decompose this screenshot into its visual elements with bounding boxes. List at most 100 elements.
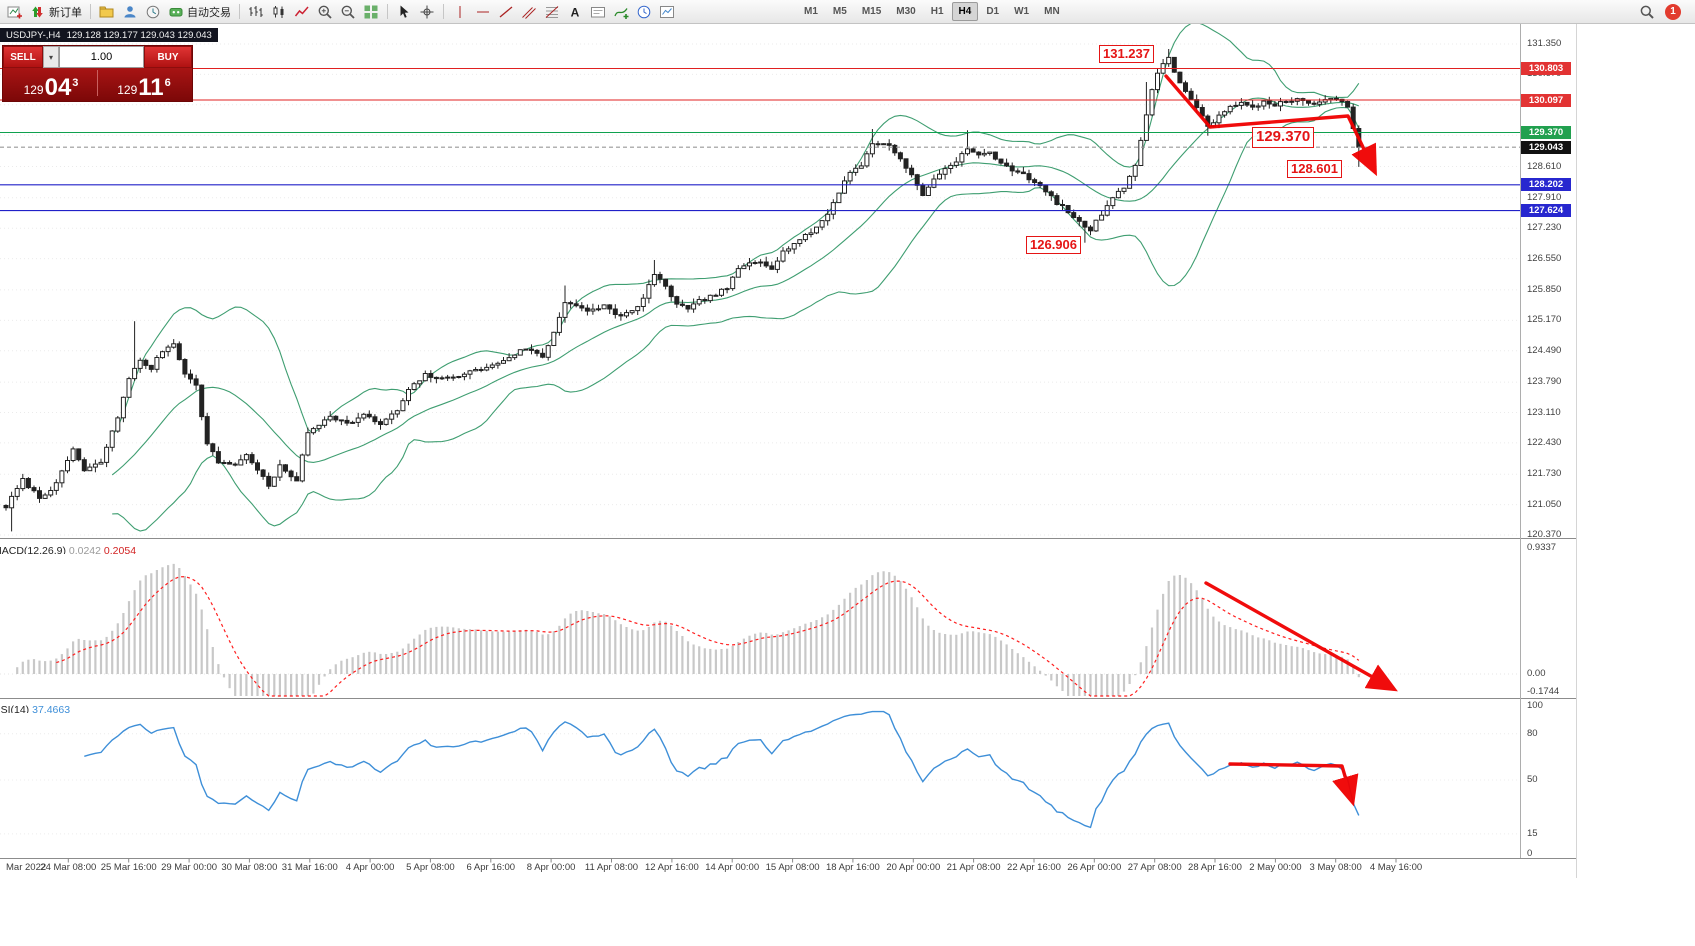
rsi-label: RSI(14) 37.4663 xyxy=(0,700,260,713)
textbox-icon xyxy=(591,6,605,17)
bar-chart-button[interactable] xyxy=(245,2,267,22)
equidistant-channel-button[interactable] xyxy=(518,2,540,22)
text-button[interactable]: A xyxy=(564,2,586,22)
timeframe-button-m15[interactable]: M15 xyxy=(861,6,882,17)
time-tick: 31 Mar 16:00 xyxy=(281,862,338,873)
history-center-button[interactable] xyxy=(142,2,164,22)
time-tick: 15 Apr 08:00 xyxy=(765,862,820,873)
price-level-badge: 129.043 xyxy=(1521,140,1571,154)
template-button[interactable] xyxy=(656,2,678,22)
horizontal-line-button[interactable] xyxy=(472,2,494,22)
chart-canvas[interactable] xyxy=(0,24,1695,946)
search-button[interactable] xyxy=(1636,2,1658,22)
timeframe-button-m1[interactable]: M1 xyxy=(804,6,818,17)
price-tick: 131.350 xyxy=(1527,38,1562,49)
price-tick: 127.910 xyxy=(1527,191,1562,203)
price-tick: 121.050 xyxy=(1527,498,1562,510)
vertical-line-button[interactable] xyxy=(449,2,471,22)
candle-chart-button[interactable] xyxy=(268,2,290,22)
sell-price-sup: 3 xyxy=(72,77,79,89)
indicators-button[interactable] xyxy=(610,2,632,22)
volume-dropdown[interactable]: ▾ xyxy=(43,46,59,68)
main-toolbar: 新订单 自动交易 A M1 M5 M15 M30 H1 H4 D1 W1 MN 1 xyxy=(0,0,1695,24)
hline-icon xyxy=(477,11,489,12)
timeframe-button-m5[interactable]: M5 xyxy=(832,6,847,17)
cursor-icon xyxy=(400,5,409,18)
tile-windows-button[interactable] xyxy=(360,2,382,22)
time-tick: 14 Apr 00:00 xyxy=(705,862,760,873)
timeframe-toolbar: M1 M5 M15 M30 H1 H4 D1 W1 MN xyxy=(797,2,1067,21)
line-chart-button[interactable] xyxy=(291,2,313,22)
fibonacci-button[interactable] xyxy=(541,2,563,22)
timeframe-button-h4[interactable]: H4 xyxy=(951,2,979,21)
zoomin-icon xyxy=(318,5,332,19)
buy-price-big: 11 xyxy=(138,73,164,101)
time-tick: 22 Apr 16:00 xyxy=(1007,862,1061,873)
algo-trading-button-label: 自动交易 xyxy=(187,6,231,19)
price-tick: 127.230 xyxy=(1527,222,1562,234)
sell-price[interactable]: 129 04 3 xyxy=(5,75,97,99)
market-watch-button[interactable] xyxy=(96,2,118,22)
algo-trading-button[interactable]: 自动交易 xyxy=(165,2,234,22)
price-tick: 128.610 xyxy=(1527,160,1562,172)
timeframe-button-m30[interactable]: M30 xyxy=(896,6,916,17)
time-tick: Mar 2022 xyxy=(6,862,47,873)
zoom-in-button[interactable] xyxy=(314,2,336,22)
time-tick: 2 May 00:00 xyxy=(1249,862,1302,873)
trend-icon xyxy=(499,6,513,17)
time-tick: 26 Apr 00:00 xyxy=(1067,862,1122,873)
price-tick: 126.550 xyxy=(1527,252,1562,264)
price-level-badge: 130.803 xyxy=(1521,62,1571,75)
timeframe-button-mn[interactable]: MN xyxy=(1044,6,1060,17)
price-tick: 121.730 xyxy=(1527,468,1562,480)
time-tick: 18 Apr 16:00 xyxy=(825,862,880,873)
price-level-badge: 127.624 xyxy=(1521,204,1571,218)
crosshair-button[interactable] xyxy=(416,2,438,22)
timeframe-button-w1[interactable]: W1 xyxy=(1014,6,1030,17)
notification-badge[interactable]: 1 xyxy=(1665,3,1681,20)
data-window-button[interactable] xyxy=(119,2,141,22)
user-icon xyxy=(124,5,136,17)
macd-scale-tick: 0.00 xyxy=(1527,668,1546,679)
clock-icon xyxy=(637,5,651,18)
price-tick: 120.370 xyxy=(1527,529,1562,540)
macd-value-main: 0.0242 xyxy=(68,545,101,554)
time-tick: 6 Apr 16:00 xyxy=(466,862,516,873)
timeframe-button-d1[interactable]: D1 xyxy=(986,6,1000,17)
history-icon xyxy=(146,5,160,18)
symbol-period-label: USDJPY-,H4 xyxy=(6,29,61,41)
price-tick: 125.170 xyxy=(1527,314,1562,326)
order-icon xyxy=(32,6,43,17)
candles-icon xyxy=(273,5,284,18)
sell-button[interactable]: SELL xyxy=(3,46,43,68)
price-annotation: 129.370 xyxy=(1252,127,1315,148)
text-label-button[interactable] xyxy=(587,2,609,22)
macd-name: MACD(12,26,9) xyxy=(0,545,66,554)
volume-input[interactable] xyxy=(59,46,144,68)
chart-new-icon xyxy=(7,6,22,18)
tile-icon xyxy=(364,5,378,18)
rsi-scale-tick: 80 xyxy=(1527,727,1538,739)
fibo-icon xyxy=(545,5,559,18)
macd-scale-tick: -0.1744 xyxy=(1527,686,1560,697)
time-tick: 20 Apr 00:00 xyxy=(886,862,941,873)
zoom-out-button[interactable] xyxy=(337,2,359,22)
buy-button[interactable]: BUY xyxy=(144,46,192,68)
time-tick: 25 Mar 16:00 xyxy=(100,862,157,873)
new-chart-button[interactable] xyxy=(4,2,26,22)
price-annotation: 131.237 xyxy=(1099,45,1154,64)
macd-label: MACD(12,26,9) 0.0242 0.2054 xyxy=(0,541,260,554)
time-tick: 24 Mar 08:00 xyxy=(40,862,97,873)
trendline-button[interactable] xyxy=(495,2,517,22)
buy-price[interactable]: 129 11 6 xyxy=(98,73,190,101)
time-tick: 4 May 16:00 xyxy=(1369,862,1423,873)
price-level-badge: 129.370 xyxy=(1521,126,1571,139)
period-button[interactable] xyxy=(633,2,655,22)
bars-icon xyxy=(249,5,263,17)
time-tick: 12 Apr 16:00 xyxy=(644,862,699,873)
toolbar-separator xyxy=(443,4,444,19)
timeframe-button-h1[interactable]: H1 xyxy=(930,6,944,17)
cursor-button[interactable] xyxy=(393,2,415,22)
indicator-icon xyxy=(614,7,629,19)
new-order-button[interactable]: 新订单 xyxy=(27,2,85,22)
